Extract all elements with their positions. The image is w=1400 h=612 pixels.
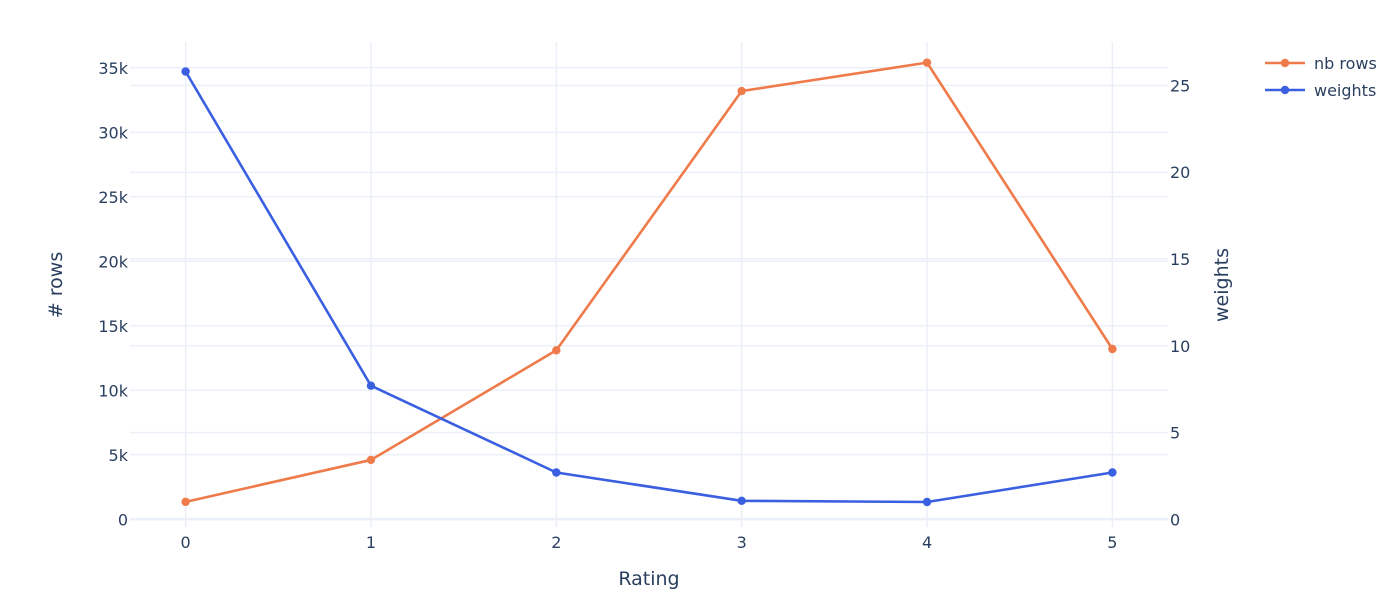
y-left-tick-label: 25k [98,188,128,207]
data-point[interactable] [922,497,932,507]
y-left-tick-label: 35k [98,59,128,78]
series-line-1[interactable] [184,70,1113,504]
y-right-tick-label: 0 [1170,510,1180,529]
legend-item[interactable]: weights [1265,81,1376,100]
legend-marker [1280,85,1290,95]
data-point[interactable] [737,496,746,505]
y-left-tick-label: 0 [118,510,128,529]
x-tick-label: 3 [737,533,747,552]
data-point[interactable] [366,381,376,390]
legend-marker [1280,58,1290,68]
data-point[interactable] [181,497,190,507]
y-left-tick-label: 15k [98,317,128,336]
data-point[interactable] [922,58,932,67]
y-left-tick-label: 10k [98,381,128,400]
x-axis-title: Rating [618,568,679,590]
x-tick-label: 0 [181,533,191,552]
data-point[interactable] [181,67,190,76]
series-line-0[interactable] [185,61,1114,504]
x-tick-label: 5 [1107,533,1117,552]
x-tick-label: 4 [922,533,932,552]
legend-item[interactable]: nb rows [1265,54,1377,73]
data-point[interactable] [366,455,376,465]
legend-label: weights [1314,81,1376,100]
data-point[interactable] [1108,468,1117,477]
y-axis-left-title: # rows [45,252,67,318]
data-point[interactable] [737,86,746,96]
y-left-tick-label: 30k [98,123,128,142]
data-point[interactable] [552,468,561,477]
y-right-tick-label: 20 [1170,163,1190,182]
series-lines [181,58,1117,507]
axes: 0 1 2 3 4 5 0 5k 10k 15k 20k 25k 30k 35k 0 5 10 15 20 25 [98,59,1190,552]
data-point[interactable] [1108,344,1117,354]
y-right-tick-label: 15 [1170,250,1190,269]
legend-label: nb rows [1314,54,1377,73]
y-axis-right-title: weights [1211,248,1233,322]
y-right-tick-label: 25 [1170,76,1190,95]
legend[interactable]: nb rows weights [1265,54,1377,100]
x-tick-label: 2 [551,533,561,552]
y-right-tick-label: 5 [1170,424,1180,443]
y-left-tick-label: 20k [98,252,128,271]
x-tick-label: 1 [366,533,376,552]
y-left-tick-label: 5k [109,446,129,465]
data-point[interactable] [552,346,561,355]
y-right-tick-label: 10 [1170,337,1190,356]
gridlines [130,42,1168,527]
